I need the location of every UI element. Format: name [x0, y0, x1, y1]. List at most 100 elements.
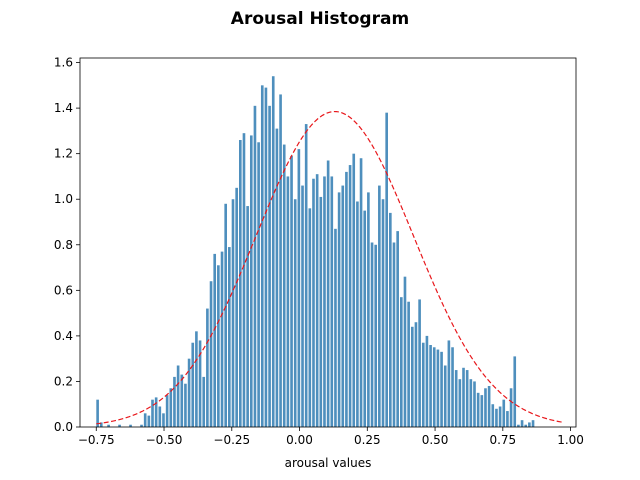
histogram-bar: [400, 297, 403, 427]
histogram-bar: [315, 174, 319, 427]
histogram-bar: [352, 153, 356, 428]
y-tick-label: 0.2: [54, 374, 73, 388]
histogram-bar: [334, 228, 337, 427]
histogram-bar: [528, 422, 531, 427]
histogram-bar: [184, 383, 187, 427]
histogram-bar: [231, 199, 235, 427]
histogram-bar: [491, 404, 495, 427]
histogram-bar: [487, 386, 491, 427]
histogram-bar: [143, 413, 147, 427]
histogram-bar: [432, 347, 436, 427]
histogram-bar: [206, 308, 209, 427]
histogram-bar: [414, 322, 418, 427]
histogram-bar: [312, 178, 315, 427]
histogram-bar: [271, 76, 275, 427]
histogram-bar: [257, 142, 260, 427]
x-tick-label: 1.00: [557, 433, 584, 447]
histogram-bar: [107, 424, 110, 427]
histogram-bar: [341, 185, 345, 427]
histogram-bar: [246, 206, 249, 427]
histogram-bar: [531, 420, 535, 427]
histogram-bar: [370, 242, 374, 427]
histogram-bar: [99, 422, 103, 427]
x-tick-label: 0.25: [354, 433, 381, 447]
histogram-bar: [451, 347, 454, 427]
histogram-bar: [151, 399, 154, 427]
histogram-bar: [447, 340, 451, 427]
histogram-bar: [385, 112, 388, 428]
histogram-bar: [359, 158, 363, 427]
histogram-bar: [268, 105, 271, 427]
histogram-bar: [293, 199, 297, 427]
histogram-bar: [239, 140, 242, 427]
histogram-bar: [220, 251, 224, 427]
histogram-bar: [345, 171, 348, 427]
histogram-bar: [465, 370, 469, 427]
x-tick-label: 0.50: [422, 433, 449, 447]
x-tick-label: −0.50: [146, 433, 183, 447]
histogram-bar: [242, 133, 246, 428]
histogram-bar: [396, 231, 399, 427]
y-axis-ticks: 0.0 0.2 0.4 0.6 0.8 1.0 1.2 1.4 1.6: [54, 56, 80, 434]
histogram-bar: [367, 192, 370, 427]
histogram-bar: [217, 265, 220, 427]
histogram-bar: [513, 356, 517, 427]
histogram-bar: [436, 349, 440, 427]
histogram-bar: [443, 365, 447, 427]
histogram-bar: [147, 415, 151, 427]
y-tick-label: 0.6: [54, 283, 73, 297]
histogram-bar: [202, 376, 206, 427]
histogram-bar: [286, 176, 290, 427]
histogram-bar: [440, 351, 443, 427]
histogram-bar: [140, 424, 143, 427]
histogram-bar: [304, 124, 308, 427]
histogram-bar: [495, 408, 498, 427]
histogram-bar: [337, 192, 341, 427]
histogram-bar: [301, 185, 304, 427]
histogram-bar: [425, 335, 429, 427]
histogram-bar: [279, 94, 282, 427]
histogram-bar: [290, 155, 293, 427]
fit-curve-layer: [96, 110, 563, 425]
histogram-bar: [187, 358, 191, 427]
histogram-bar: [158, 406, 162, 427]
x-tick-label: 0.00: [286, 433, 313, 447]
histogram-bar: [224, 203, 227, 427]
y-tick-label: 0.4: [54, 329, 73, 343]
histogram-bar: [378, 185, 381, 427]
histogram-bar: [213, 253, 217, 427]
histogram-bar: [517, 424, 520, 427]
normal-fit-curve: [96, 110, 563, 425]
histogram-bar: [326, 160, 330, 427]
histogram-bar: [191, 342, 195, 427]
histogram-bar: [319, 196, 323, 427]
histogram-bar: [458, 379, 462, 427]
x-axis-label: arousal values: [285, 456, 372, 470]
histogram-bar: [502, 399, 506, 427]
histogram-bar: [480, 395, 484, 427]
histogram-bar: [410, 326, 414, 427]
histogram-bar: [275, 128, 279, 428]
histogram-bar: [162, 413, 165, 427]
plot-frame: [79, 57, 577, 428]
histogram-bar: [176, 365, 180, 427]
histogram-bar: [235, 187, 238, 427]
histogram-bar: [421, 342, 425, 427]
histogram-bar: [297, 149, 301, 428]
histogram-bar: [473, 381, 476, 427]
histogram-bar: [253, 105, 257, 427]
histogram-bar: [282, 144, 286, 427]
histogram-bar: [348, 165, 352, 427]
histogram-bar: [129, 424, 132, 427]
histogram-bar: [462, 367, 465, 427]
histogram-bar: [169, 388, 173, 427]
histogram-bar: [330, 176, 334, 427]
histogram-bar: [374, 244, 378, 427]
y-tick-label: 1.2: [54, 147, 73, 161]
histogram-bar: [381, 199, 385, 427]
histogram-bar: [209, 281, 213, 427]
histogram-bar: [228, 247, 231, 427]
histogram-bar: [260, 85, 264, 427]
histogram-bar: [195, 331, 198, 427]
